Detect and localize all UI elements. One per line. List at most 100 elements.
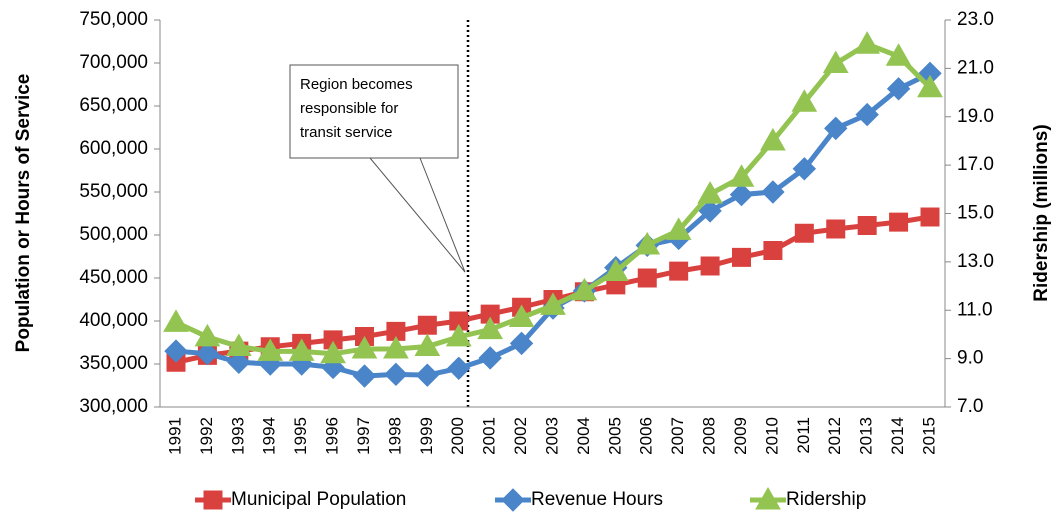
point — [637, 268, 657, 288]
point — [414, 333, 441, 357]
legend-marker — [755, 486, 781, 510]
point — [855, 102, 879, 127]
point — [886, 77, 911, 101]
series-1 — [164, 61, 942, 388]
x-tick-label: 2005 — [605, 417, 624, 455]
x-tick-label: 1992 — [197, 417, 216, 455]
x-tick-label: 1999 — [417, 417, 436, 455]
point — [352, 364, 377, 388]
x-tick-label: 2001 — [480, 417, 499, 455]
y-tick-label: 300,000 — [79, 396, 148, 417]
point — [732, 247, 751, 267]
point — [728, 164, 755, 187]
y-tick-label: 500,000 — [79, 224, 148, 245]
y-tick-label: 550,000 — [79, 181, 148, 202]
y-axis-title: Population or Hours of Service — [13, 74, 34, 353]
point — [602, 258, 629, 282]
y-tick-label: 700,000 — [79, 52, 148, 73]
x-tick-label: 2007 — [668, 417, 687, 455]
point — [386, 321, 406, 341]
point — [417, 315, 437, 335]
point — [791, 89, 818, 112]
point — [323, 330, 343, 350]
point — [665, 217, 692, 240]
point — [697, 181, 723, 204]
x-tick-label: 2004 — [574, 417, 593, 455]
point — [509, 331, 534, 356]
y-tick-label: 600,000 — [79, 138, 148, 159]
point — [634, 231, 661, 255]
x-tick-label: 2003 — [542, 417, 561, 455]
y2-tick-label: 23.0 — [957, 9, 994, 30]
y2-tick-label: 7.0 — [957, 396, 983, 417]
y2-tick-label: 9.0 — [957, 348, 983, 369]
point — [794, 223, 814, 243]
x-tick-label: 1996 — [323, 417, 342, 455]
point — [729, 182, 754, 207]
y2-tick-label: 21.0 — [957, 57, 994, 78]
x-tick-label: 2014 — [888, 417, 907, 455]
point — [257, 338, 284, 361]
y-tick-label: 650,000 — [79, 95, 148, 116]
point — [698, 199, 722, 223]
point — [477, 316, 504, 340]
x-tick-label: 2008 — [700, 417, 719, 455]
legend-item: Municipal Population — [195, 489, 406, 510]
x-tick-label: 1998 — [385, 417, 404, 455]
point — [826, 219, 846, 239]
y-tick-label: 350,000 — [79, 353, 148, 374]
point — [445, 323, 472, 347]
series-line — [175, 71, 932, 379]
point — [383, 335, 409, 359]
legend-label: Municipal Population — [231, 489, 406, 510]
point — [824, 116, 848, 141]
x-tick-label: 2006 — [637, 417, 656, 455]
point — [760, 127, 786, 151]
point — [225, 333, 252, 357]
point — [822, 50, 849, 74]
annotation-text: responsible for — [300, 100, 398, 117]
x-tick-label: 2010 — [762, 417, 781, 455]
x-tick-label: 1993 — [228, 417, 247, 455]
series-0 — [166, 207, 940, 372]
y2-tick-label: 15.0 — [957, 203, 994, 224]
point — [889, 212, 909, 232]
point — [920, 207, 940, 227]
point — [508, 304, 535, 328]
y-tick-label: 750,000 — [79, 9, 148, 30]
point — [763, 240, 783, 260]
annotation-text: transit service — [300, 124, 393, 141]
annotation: Region becomes responsible for transit ser… — [289, 64, 466, 273]
x-tick-label: 2013 — [857, 417, 876, 455]
point — [885, 43, 912, 66]
point — [164, 339, 188, 363]
point — [351, 335, 378, 359]
point — [540, 292, 566, 315]
point — [571, 277, 598, 301]
point — [227, 350, 251, 374]
point — [917, 74, 943, 98]
y2-tick-label: 13.0 — [957, 251, 994, 272]
point — [194, 323, 221, 347]
annotation-box — [289, 64, 459, 159]
point — [792, 157, 817, 181]
y2-tick-label: 19.0 — [957, 106, 994, 127]
x-tick-label: 2015 — [919, 417, 938, 455]
point — [854, 31, 881, 54]
y-tick-label: 450,000 — [79, 267, 148, 288]
x-tick-label: 1991 — [165, 417, 184, 455]
y2-tick-label: 17.0 — [957, 154, 994, 175]
point — [480, 304, 500, 324]
x-tick-label: 2009 — [731, 417, 750, 455]
x-tick-label: 2000 — [448, 417, 467, 455]
point — [320, 340, 346, 364]
legend-label: Revenue Hours — [531, 489, 663, 510]
point — [761, 180, 785, 204]
y2-axis-title: Ridership (millions) — [1031, 124, 1052, 301]
legend-item: Revenue Hours — [495, 488, 663, 512]
point — [384, 362, 408, 387]
point — [700, 256, 720, 276]
point — [449, 311, 469, 331]
legend-marker — [501, 488, 525, 512]
